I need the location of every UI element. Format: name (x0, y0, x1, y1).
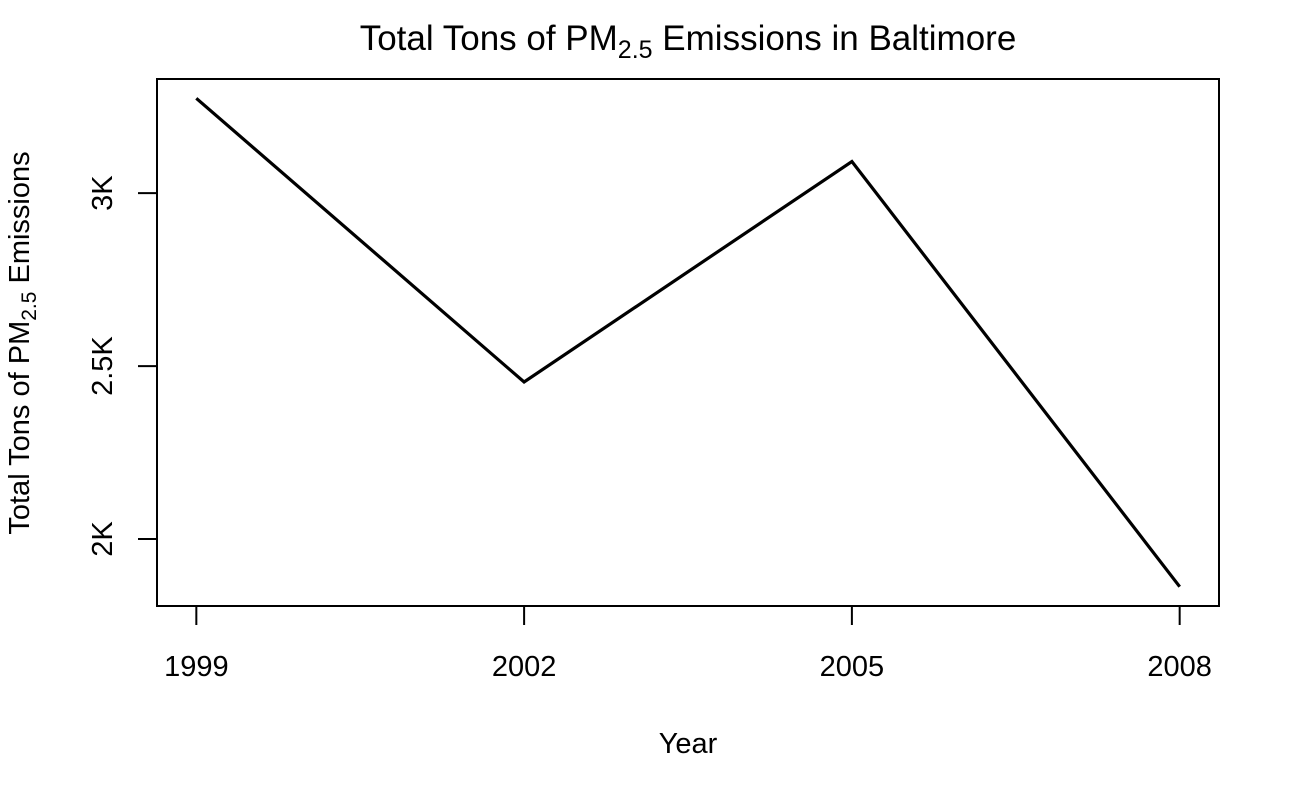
chart-title: Total Tons of PM2.5 Emissions in Baltimo… (360, 19, 1017, 64)
y-tick-label: 3K (87, 175, 119, 211)
y-tick-label: 2K (87, 521, 119, 557)
y-axis: 2K 2.5K 3K (87, 175, 158, 557)
x-axis-label: Year (659, 728, 718, 760)
x-tick-label: 2005 (820, 651, 885, 683)
series-layer (195, 97, 1181, 588)
x-tick-label: 2002 (492, 651, 557, 683)
x-tick-label: 2008 (1147, 651, 1212, 683)
y-tick-label: 2.5K (87, 336, 119, 396)
x-tick-label: 1999 (164, 651, 229, 683)
series-line (195, 97, 1181, 588)
x-axis: 1999 2002 2005 2008 (164, 605, 1212, 683)
y-axis-label: Total Tons of PM2.5 Emissions (4, 151, 41, 534)
plot-frame (156, 78, 1220, 607)
